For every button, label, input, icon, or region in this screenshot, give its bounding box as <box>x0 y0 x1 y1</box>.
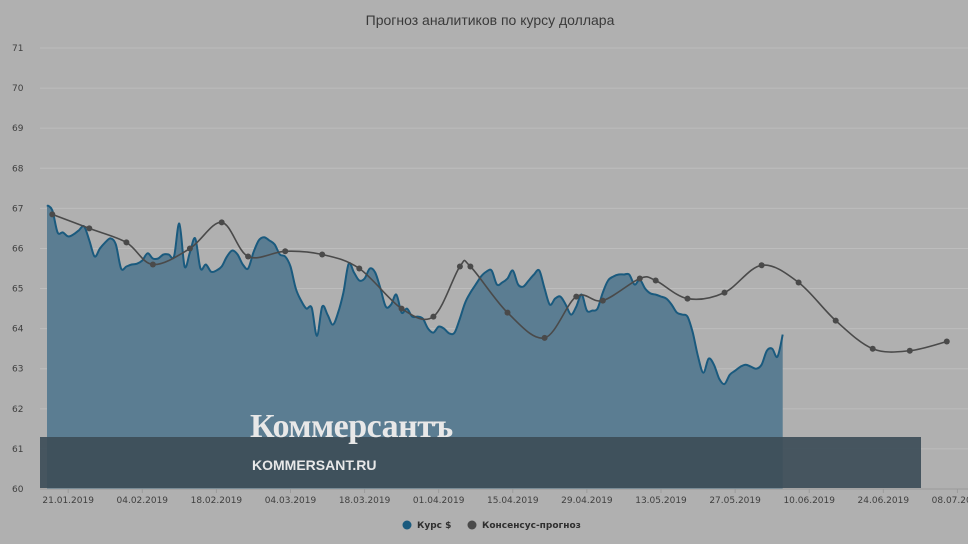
consensus-point <box>721 289 728 296</box>
x-tick-label: 24.06.2019 <box>858 496 910 506</box>
consensus-point <box>282 248 289 255</box>
series-line-layer <box>49 211 950 354</box>
y-tick-label: 62 <box>12 405 23 415</box>
y-tick-label: 60 <box>12 485 24 495</box>
consensus-point <box>319 251 326 258</box>
consensus-point <box>636 275 643 282</box>
watermark: Коммерсантъ KOMMERSANT.RU <box>40 408 921 488</box>
x-tick-label: 10.06.2019 <box>783 496 835 506</box>
consensus-point <box>456 263 463 270</box>
x-tick-label: 18.02.2019 <box>191 496 243 506</box>
consensus-point <box>245 253 252 260</box>
y-tick-label: 61 <box>12 445 23 455</box>
legend-marker-consensus <box>467 520 477 530</box>
watermark-brand: Коммерсантъ <box>250 408 453 445</box>
legend: Курс $ Консенсус-прогноз <box>402 520 581 532</box>
watermark-url: KOMMERSANT.RU <box>252 457 376 473</box>
x-tick-label: 04.02.2019 <box>117 496 169 506</box>
legend-label-rate: Курс $ <box>417 521 451 531</box>
x-tick-label: 15.04.2019 <box>487 496 539 506</box>
y-tick-label: 69 <box>12 124 24 134</box>
y-tick-label: 64 <box>12 325 24 335</box>
consensus-point <box>869 345 876 352</box>
consensus-point <box>86 225 93 232</box>
x-axis-ticks: 21.01.2019 04.02.2019 18.02.2019 04.03.2019… <box>42 489 968 506</box>
consensus-point <box>684 295 691 302</box>
consensus-point <box>906 347 913 354</box>
consensus-point <box>49 211 56 218</box>
x-tick-label: 13.05.2019 <box>635 496 687 506</box>
watermark-band <box>40 437 921 488</box>
x-tick-label: 29.04.2019 <box>561 496 613 506</box>
consensus-point <box>599 297 606 304</box>
x-tick-label: 21.01.2019 <box>42 496 94 506</box>
consensus-point <box>541 334 548 341</box>
consensus-line <box>52 213 947 353</box>
x-tick-label: 18.03.2019 <box>339 496 391 506</box>
consensus-point <box>218 219 225 226</box>
y-tick-label: 71 <box>12 44 23 54</box>
consensus-point <box>398 305 405 312</box>
y-tick-label: 63 <box>12 365 23 375</box>
y-tick-label: 67 <box>12 204 23 214</box>
y-tick-label: 65 <box>12 285 23 295</box>
x-tick-label: 27.05.2019 <box>709 496 761 506</box>
consensus-point <box>795 279 802 286</box>
consensus-point <box>123 239 130 246</box>
y-tick-label: 66 <box>12 244 24 254</box>
x-tick-label: 08.07.2019 <box>932 496 968 506</box>
legend-item-consensus[interactable]: Консенсус-прогноз <box>467 520 581 532</box>
consensus-point <box>943 338 950 345</box>
chart-title: Прогноз аналитиков по курсу доллара <box>366 12 615 28</box>
consensus-point <box>758 262 765 269</box>
legend-label-consensus: Консенсус-прогноз <box>482 521 581 531</box>
rate-area-fill <box>47 205 783 489</box>
consensus-point <box>504 309 511 316</box>
x-tick-label: 04.03.2019 <box>265 496 317 506</box>
consensus-point <box>430 313 437 320</box>
y-tick-label: 70 <box>12 84 24 94</box>
consensus-point <box>149 261 156 268</box>
x-tick-label: 01.04.2019 <box>413 496 465 506</box>
legend-item-rate[interactable]: Курс $ <box>402 520 452 532</box>
consensus-point <box>832 317 839 324</box>
consensus-point <box>467 263 474 270</box>
y-axis-ticks: 71 70 69 68 67 66 65 64 63 62 61 60 <box>12 44 24 495</box>
consensus-point <box>652 277 659 284</box>
consensus-point <box>573 293 580 300</box>
legend-marker-rate <box>402 520 412 530</box>
consensus-point <box>356 265 363 272</box>
y-tick-label: 68 <box>12 164 24 174</box>
consensus-point <box>186 245 193 252</box>
